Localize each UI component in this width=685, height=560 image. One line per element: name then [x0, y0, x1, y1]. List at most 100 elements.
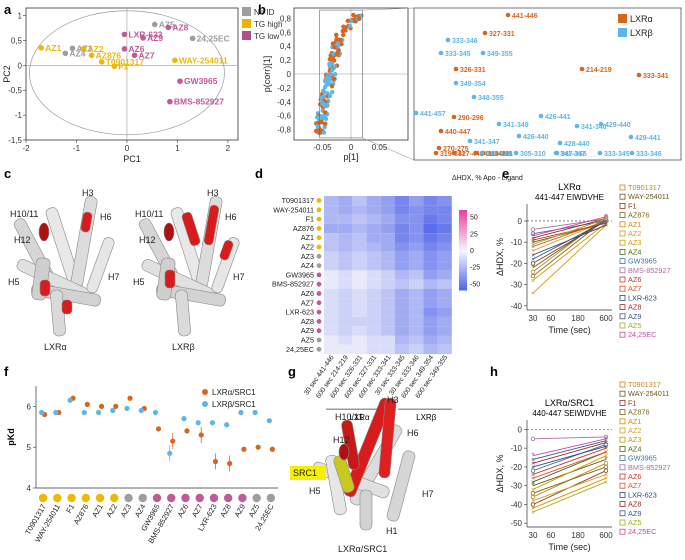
- heatmap-cell: [437, 214, 452, 224]
- zoom-label: 341-348: [487, 151, 513, 158]
- series-marker: [530, 273, 536, 279]
- loading-point: [322, 124, 327, 130]
- colorbar-step: [459, 288, 467, 291]
- legend-label: AZ876: [628, 408, 650, 417]
- legend-label: WAY-254011: [628, 389, 669, 398]
- row-group-dot: [316, 328, 322, 334]
- series-marker: ×: [531, 457, 535, 464]
- legend-label: LXR-623: [628, 490, 657, 499]
- y-tick-label: 4: [27, 484, 32, 493]
- pkd-point-AZ3: [127, 395, 133, 401]
- loading-point: [318, 115, 323, 120]
- pkd-point-AZ6: [184, 428, 190, 434]
- loading-point: [321, 130, 327, 135]
- helix-h10-a: H10/11: [10, 209, 38, 219]
- point-label: WAY-254011: [179, 55, 228, 65]
- legend-label: AZ5: [628, 518, 641, 527]
- zoom-label: 326-331: [460, 67, 486, 74]
- series-line-AZ1: [532, 477, 607, 509]
- heatmap-cell: [380, 270, 395, 280]
- zoom-point: [438, 128, 444, 134]
- series-marker: ×: [604, 218, 608, 225]
- y-tick-label: 0,4: [280, 42, 292, 51]
- zoom-label: 429-441: [635, 135, 661, 142]
- heatmap-cell: [395, 344, 410, 355]
- zoom-box: [319, 9, 363, 139]
- colorbar-step: [459, 286, 467, 289]
- series-line-LXR-623: [532, 445, 607, 468]
- heatmap-cell: [380, 251, 395, 262]
- category-group-dot: [138, 493, 147, 503]
- series-line-AZ3: [532, 224, 607, 294]
- pkd-point-AZ9: [238, 409, 244, 416]
- point-GW3965: [177, 78, 183, 85]
- x-tick-label: AZ2: [104, 503, 119, 519]
- legend-label: AZ9: [628, 509, 641, 518]
- legend-label: BMS-852927: [628, 266, 671, 275]
- zoom-label: 341-346: [581, 124, 607, 131]
- point-label: AZ4: [69, 48, 85, 58]
- category-group-dot: [81, 493, 91, 503]
- point-label: AZ6: [128, 44, 144, 54]
- legend-marker: [619, 276, 626, 283]
- chart-title: LXRα: [558, 182, 581, 192]
- pkd-point-AZ9: [241, 446, 247, 452]
- y-tick-label: -10: [510, 444, 522, 453]
- helix-h12-a: H12: [14, 235, 31, 245]
- heatmap-cell: [366, 289, 381, 299]
- category-group-dot: [252, 493, 261, 503]
- heatmap-cell: [395, 326, 410, 336]
- point-LXR-623: [121, 31, 128, 38]
- heatmap-cell: [324, 289, 339, 299]
- heatmap-cell: [352, 261, 367, 271]
- y-tick-label: 6: [27, 402, 32, 411]
- legend-label: F1: [628, 398, 637, 407]
- legend-marker: [619, 322, 626, 329]
- heatmap-cell: [409, 196, 424, 206]
- heatmap-cell: [352, 242, 367, 252]
- y-tick-label: 0,6: [280, 28, 292, 37]
- x-tick-label: 0.05: [372, 143, 388, 152]
- point-label: GW3965: [184, 76, 218, 86]
- row-group-dot: [316, 281, 322, 287]
- row-group-dot: [316, 216, 322, 222]
- heatmap-cell: [437, 223, 452, 234]
- zoom-label: 341-347: [474, 139, 500, 146]
- loading-point: [322, 110, 328, 115]
- chart-title: LXRα/SRC1: [545, 398, 594, 408]
- pkd-point-GW3965: [152, 409, 159, 416]
- legend-marker: [619, 501, 626, 508]
- series-marker: ×: [531, 461, 535, 468]
- legend-marker: [619, 285, 626, 292]
- legend-marker: [202, 401, 208, 407]
- legend-marker: [619, 267, 626, 274]
- zoom-label: 348-355: [478, 95, 504, 102]
- legend-marker: [619, 418, 626, 425]
- series-line-GW3965: [532, 443, 607, 472]
- zoom-point: [597, 150, 603, 156]
- zoom-label: 327-331: [489, 31, 515, 38]
- helix-h12-b: H12: [139, 235, 156, 245]
- x-tick-label: AZ9: [232, 503, 247, 519]
- series-line-AZ5: [532, 218, 607, 245]
- legend-swatch: [618, 14, 627, 23]
- legend-marker: [619, 409, 626, 416]
- series-line-AZ7: [532, 451, 607, 479]
- pkd-point-AZ1: [98, 403, 105, 409]
- heatmap-cell: [366, 270, 381, 280]
- zoom-point: [433, 150, 439, 156]
- series-marker: ×: [531, 238, 535, 245]
- point-AZ2: [80, 46, 87, 52]
- series-line-AZ7: [532, 220, 607, 247]
- pkd-point-AZ2: [110, 407, 116, 414]
- heatmap-cell: [423, 307, 438, 317]
- heatmap-cell: [409, 316, 424, 327]
- y-tick-label: -0,2: [277, 84, 291, 93]
- y-axis-label: pKd: [6, 428, 16, 446]
- zoom-label: 320-331: [487, 151, 513, 158]
- heatmap-cell: [423, 289, 438, 299]
- zoom-point: [467, 138, 473, 144]
- heatmap-cell: [324, 251, 339, 262]
- colorbar-step: [459, 262, 467, 265]
- helix-h7-b: H7: [233, 272, 245, 282]
